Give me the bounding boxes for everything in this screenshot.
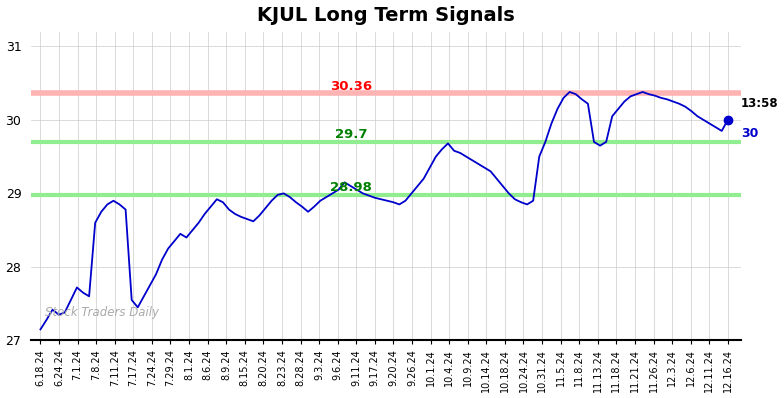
Text: 28.98: 28.98 — [330, 181, 372, 194]
Title: KJUL Long Term Signals: KJUL Long Term Signals — [257, 6, 515, 25]
Text: 30: 30 — [741, 127, 758, 140]
Text: 29.7: 29.7 — [335, 128, 368, 141]
Text: 13:58: 13:58 — [741, 97, 779, 109]
Text: Stock Traders Daily: Stock Traders Daily — [45, 306, 159, 319]
Text: 30.36: 30.36 — [330, 80, 372, 93]
